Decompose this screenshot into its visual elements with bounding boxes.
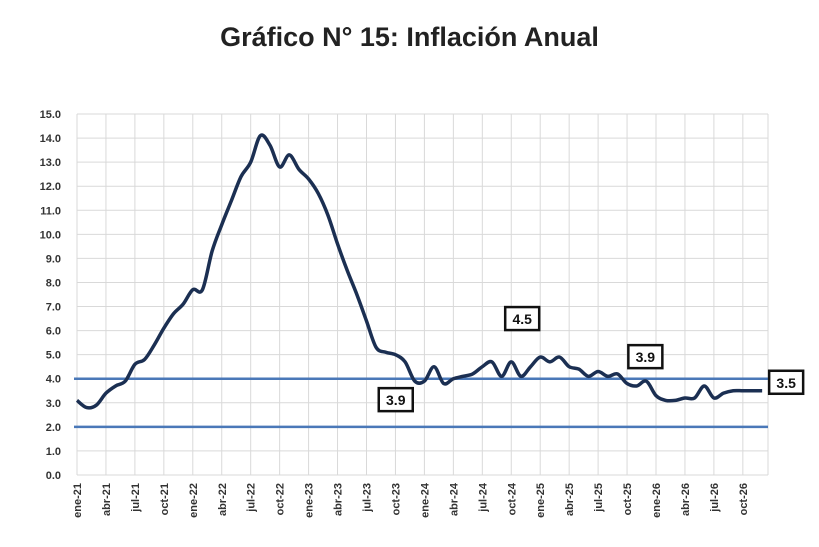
- y-tick-label: 11.0: [40, 205, 61, 217]
- x-tick-label: ene-26: [651, 483, 663, 518]
- x-tick-label: abr-26: [680, 483, 692, 516]
- y-tick-label: 6.0: [46, 326, 61, 338]
- annotation-box: [767, 369, 805, 396]
- x-tick-label: ene-25: [535, 483, 547, 518]
- x-tick-label: jul-26: [709, 483, 721, 513]
- y-tick-label: 0.0: [46, 470, 61, 482]
- y-tick-label: 2.0: [46, 422, 61, 434]
- y-tick-label: 5.0: [46, 350, 61, 362]
- y-tick-label: 7.0: [46, 302, 61, 314]
- x-tick-label: ene-24: [419, 482, 431, 518]
- x-tick-label: abr-24: [448, 482, 460, 516]
- x-tick-label: oct-23: [390, 483, 402, 515]
- y-tick-label: 13.0: [40, 157, 61, 169]
- x-tick-label: jul-25: [593, 483, 605, 513]
- x-tick-label: ene-23: [304, 483, 316, 518]
- annotation-box: [503, 305, 541, 332]
- chart-title: Gráfico N° 15: Inflación Anual: [220, 22, 599, 52]
- x-tick-label: ene-22: [188, 483, 200, 518]
- y-tick-label: 8.0: [46, 277, 61, 289]
- x-tick-label: oct-22: [275, 483, 287, 515]
- y-tick-label: 14.0: [40, 133, 61, 145]
- annotation-label: 3.5: [776, 375, 796, 391]
- y-tick-label: 10.0: [40, 229, 61, 241]
- x-tick-label: jul-21: [130, 483, 142, 513]
- x-tick-label: jul-22: [246, 483, 258, 513]
- x-tick-label: ene-21: [72, 483, 84, 518]
- x-tick-label: oct-21: [159, 483, 171, 515]
- y-tick-label: 3.0: [46, 398, 61, 410]
- x-tick-label: jul-24: [477, 482, 489, 513]
- annotation-label: 3.9: [386, 392, 406, 408]
- x-tick-label: abr-22: [217, 483, 229, 516]
- x-tick-label: abr-23: [333, 483, 345, 516]
- y-tick-label: 9.0: [46, 253, 61, 265]
- y-tick-label: 15.0: [40, 109, 61, 121]
- inflation-series-line: [75, 133, 763, 410]
- annotation-label: 3.9: [636, 349, 656, 365]
- y-tick-label: 1.0: [46, 446, 61, 458]
- x-tick-label: jul-23: [362, 483, 374, 513]
- y-tick-label: 4.0: [46, 374, 61, 386]
- x-tick-label: oct-26: [738, 483, 750, 515]
- x-tick-label: abr-25: [564, 483, 576, 516]
- x-tick-label: abr-21: [101, 483, 113, 516]
- y-tick-label: 12.0: [40, 181, 61, 193]
- annotation-box: [377, 386, 414, 413]
- annotation-box: [627, 343, 664, 370]
- x-tick-label: oct-25: [622, 483, 634, 515]
- annotation-label: 4.5: [512, 311, 532, 327]
- x-tick-label: oct-24: [506, 482, 518, 515]
